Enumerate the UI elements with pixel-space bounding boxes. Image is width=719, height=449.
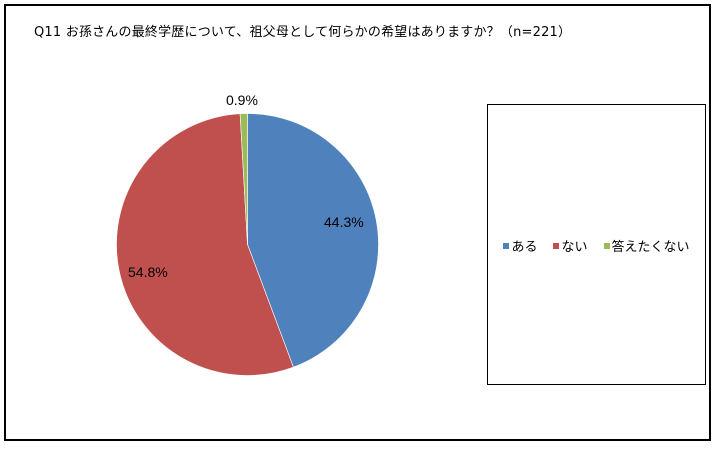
legend-label: ない (561, 240, 588, 255)
pie-slice-2 (239, 113, 248, 245)
chart-title: Q11 お孫さんの最終学歴について、祖父母として何らかの希望はありますか？（n=… (34, 25, 572, 40)
data-label-nai: 54.8% (128, 264, 168, 280)
legend: ある ない 答えたくない (487, 104, 706, 385)
legend-swatch-icon (503, 242, 510, 249)
legend-swatch-icon (553, 242, 560, 249)
pie-slice-0 (247, 113, 379, 368)
legend-item-nai: ない (553, 236, 588, 255)
legend-item-aru: ある (503, 236, 537, 255)
legend-item-kotaetakunai: 答えたくない (603, 236, 690, 255)
pie-slice-1 (116, 113, 294, 376)
legend-label: ある (511, 240, 538, 255)
legend-swatch-icon (603, 242, 610, 249)
data-label-kotaetakunai: 0.9% (226, 92, 258, 108)
legend-label: 答えたくない (611, 240, 690, 255)
data-label-aru: 44.3% (324, 214, 364, 230)
